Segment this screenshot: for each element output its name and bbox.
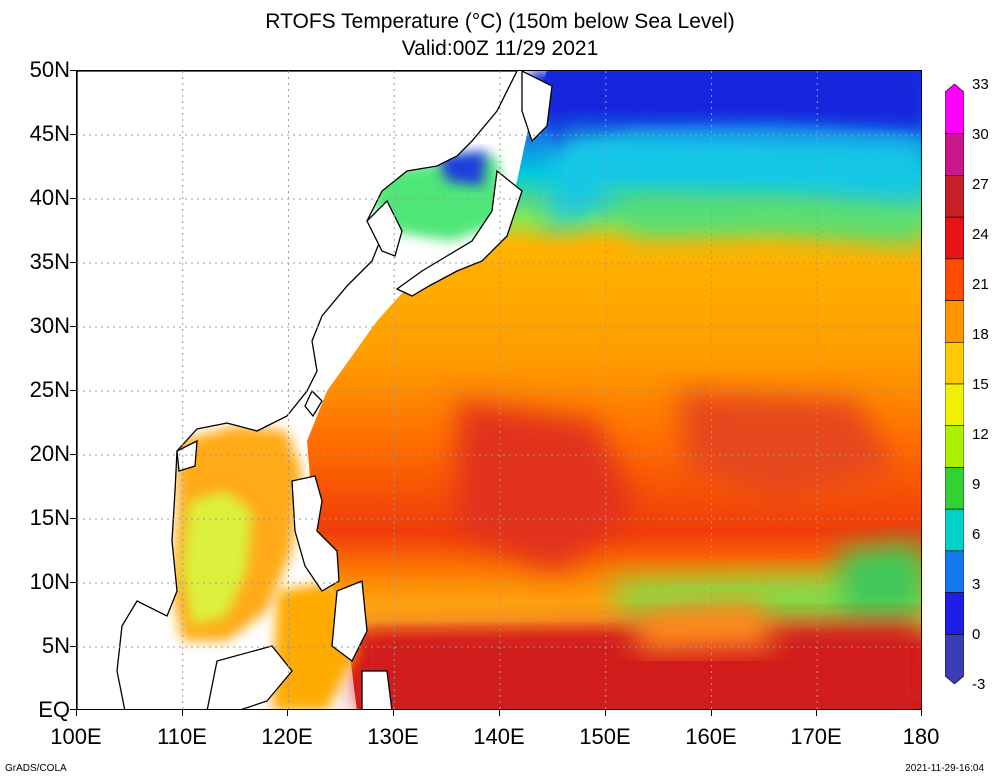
lat-label-35n: 35N [29, 249, 70, 274]
lon-label-170e: 170E [790, 724, 842, 749]
lat-tick [70, 134, 76, 135]
lon-tick [711, 710, 712, 716]
lat-label-15n: 15N [29, 505, 70, 530]
lon-label-120e: 120E [261, 724, 313, 749]
lat-tick [70, 518, 76, 519]
map-valid-time: Valid:00Z 11/29 2021 [401, 37, 599, 60]
colorbar-segment [945, 133, 964, 176]
lon-tick [182, 710, 183, 716]
lat-label-25n: 25N [29, 377, 70, 402]
colorbar-label-15: 15 [972, 376, 989, 393]
colorbar-segment [945, 258, 964, 301]
colorbar-label-21: 21 [972, 276, 989, 293]
map-field [77, 71, 921, 709]
colorbar-label-18: 18 [972, 326, 989, 343]
lon-label-130e: 130E [367, 724, 419, 749]
colorbar-segment [945, 175, 964, 218]
lon-tick [76, 710, 77, 716]
lat-label-50n: 50N [29, 57, 70, 82]
credit-timestamp: 2021-11-29-16:04 [905, 763, 984, 774]
lat-tick [70, 326, 76, 327]
colorbar [945, 84, 964, 684]
colorbar-label-3: 3 [972, 576, 981, 593]
lon-tick [816, 710, 817, 716]
colorbar-segment [945, 633, 964, 684]
colorbar-segment [945, 550, 964, 593]
lon-label-180: 180 [902, 724, 940, 749]
colorbar-label-27: 27 [972, 176, 989, 193]
lat-tick [70, 390, 76, 391]
lat-label-30n: 30N [29, 313, 70, 338]
colorbar-label-6: 6 [972, 526, 981, 543]
ocean-temperature-field [172, 71, 921, 709]
land-mass [77, 71, 553, 709]
lon-tick [605, 710, 606, 716]
lon-tick [499, 710, 500, 716]
colorbar-segment [945, 341, 964, 385]
lat-tick [70, 70, 76, 71]
colorbar-segment [945, 300, 964, 343]
lat-lon-grid [77, 71, 921, 709]
lat-label-eq: EQ [38, 697, 70, 722]
colorbar-label-24: 24 [972, 226, 989, 243]
lat-label-10n: 10N [29, 569, 70, 594]
colorbar-segment [945, 425, 964, 468]
colorbar-label-9: 9 [972, 476, 981, 493]
colorbar-label-30: 30 [972, 126, 989, 143]
lon-label-100e: 100E [50, 724, 102, 749]
lon-label-110e: 110E [157, 724, 207, 749]
map-title: RTOFS Temperature (°C) (150m below Sea L… [265, 10, 735, 33]
lon-label-160e: 160E [685, 724, 737, 749]
lon-tick [393, 710, 394, 716]
lat-tick [70, 646, 76, 647]
lat-tick [70, 198, 76, 199]
lat-label-45n: 45N [29, 121, 70, 146]
temperature-map [76, 70, 922, 710]
colorbar-segment [945, 467, 964, 510]
colorbar-segment [945, 592, 964, 635]
lon-label-140e: 140E [473, 724, 525, 749]
lat-label-20n: 20N [29, 441, 70, 466]
lat-label-40n: 40N [29, 185, 70, 210]
colorbar-label-33: 33 [972, 76, 989, 93]
colorbar-segments [945, 84, 964, 684]
colorbar-label-0: 0 [972, 626, 981, 643]
lon-tick [921, 710, 922, 716]
lat-label-5n: 5N [41, 633, 70, 658]
colorbar-segment [945, 508, 964, 552]
lat-tick [70, 454, 76, 455]
credit-software: GrADS/COLA [5, 763, 67, 774]
colorbar-segment [945, 383, 964, 427]
colorbar-segment [945, 84, 964, 135]
lat-tick [70, 709, 76, 710]
colorbar-label-12: 12 [972, 426, 989, 443]
colorbar-segment [945, 216, 964, 260]
lon-label-150e: 150E [579, 724, 631, 749]
colorbar-label-minus-3: -3 [972, 676, 986, 693]
lat-tick [70, 582, 76, 583]
lon-tick [287, 710, 288, 716]
lat-tick [70, 262, 76, 263]
